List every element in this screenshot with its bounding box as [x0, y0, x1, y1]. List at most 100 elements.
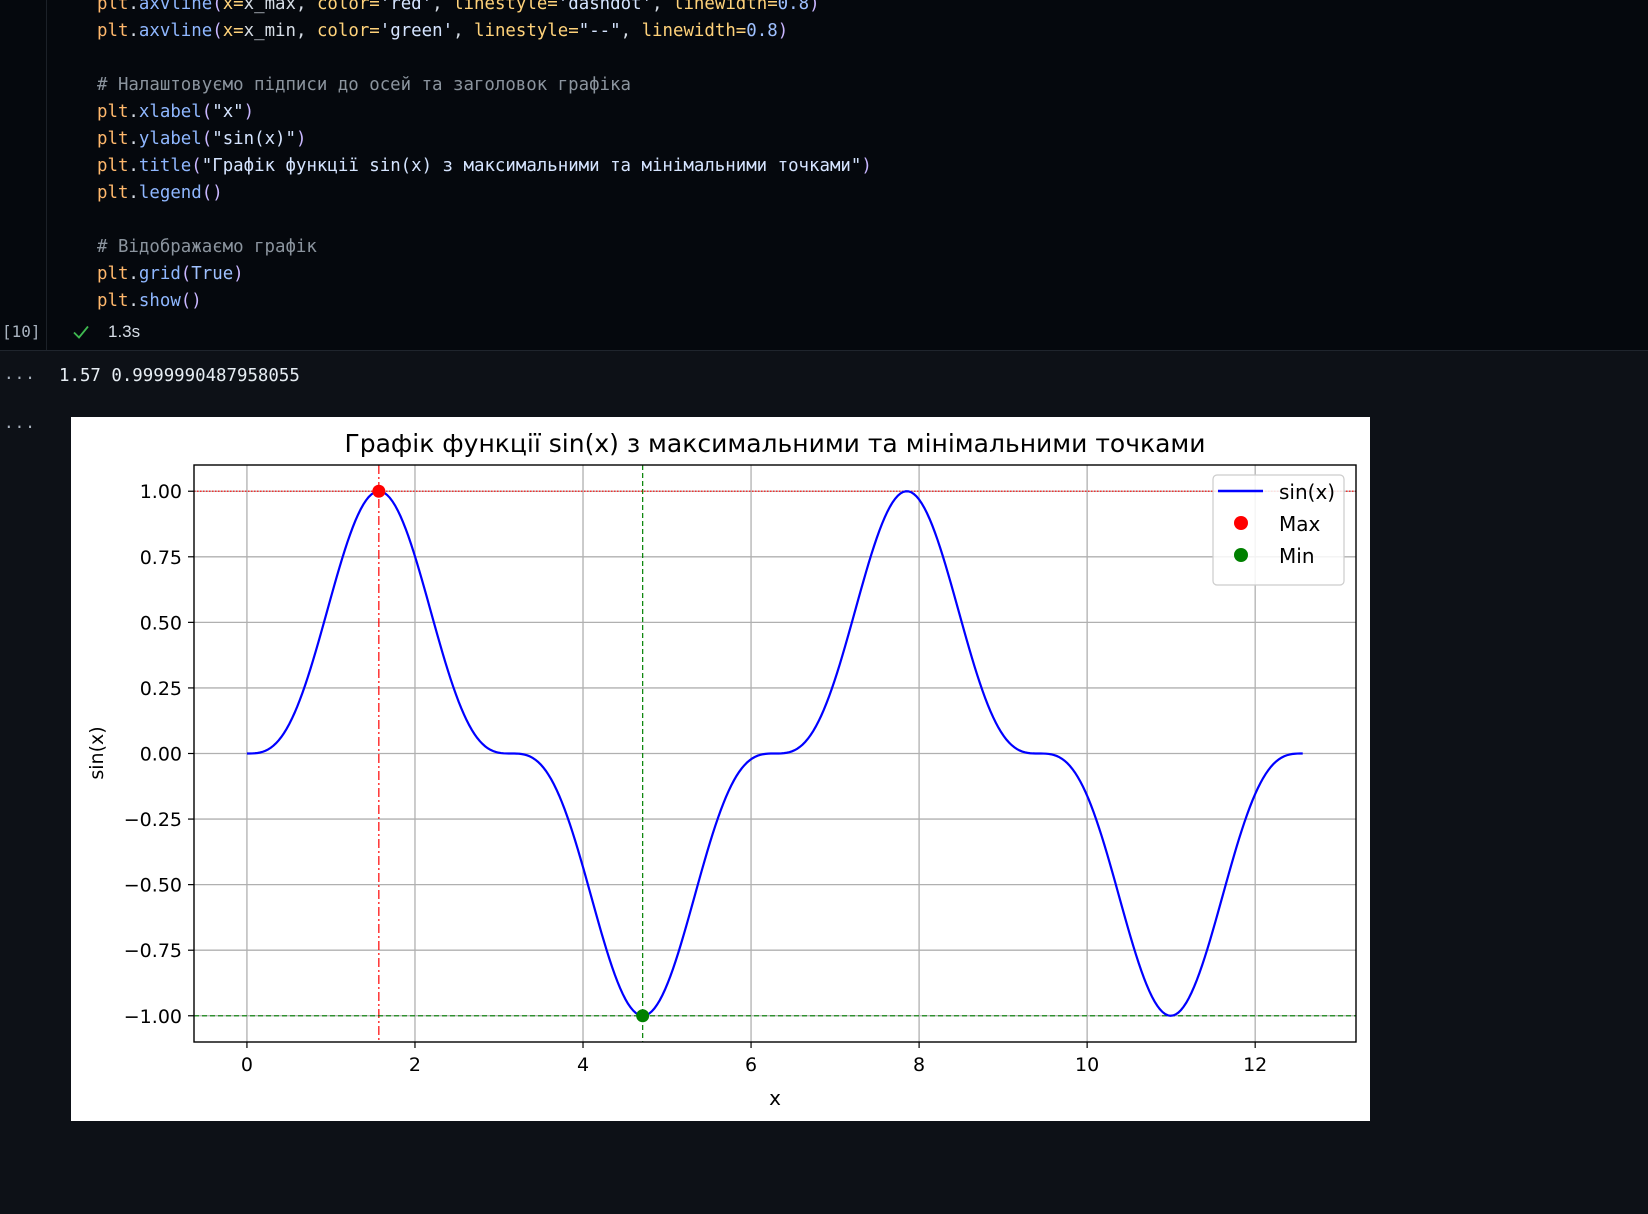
- code-token: "sin(x)": [212, 129, 296, 149]
- code-token: x=: [222, 21, 244, 41]
- code-token: ): [233, 264, 244, 284]
- x-tick-label: 8: [913, 1054, 925, 1076]
- check-icon: [73, 325, 89, 339]
- chart-title: Графік функції sin(x) з максимальними та…: [344, 429, 1205, 458]
- point-min: [636, 1009, 650, 1023]
- code-token: ,: [453, 21, 475, 41]
- code-token: "Графік функції sin(x) з максимальними т…: [201, 156, 862, 176]
- y-tick-label: 0.00: [140, 744, 182, 766]
- code-token: .: [128, 21, 139, 41]
- legend: sin(x) Max Min: [1212, 474, 1345, 586]
- code-token: (): [180, 291, 202, 311]
- code-token: .: [128, 183, 139, 203]
- code-token: ylabel: [138, 129, 202, 149]
- code-token: 0.8: [777, 0, 810, 14]
- code-token: "--": [578, 21, 621, 41]
- code-token: (: [180, 264, 192, 284]
- code-token: plt: [97, 183, 129, 203]
- cell-gutter: [46, 0, 47, 350]
- x-tick-label: 0: [241, 1054, 253, 1076]
- y-tick-label: −1.00: [124, 1006, 182, 1028]
- code-token: 'green': [379, 21, 454, 41]
- x-axis-label: x: [769, 1086, 781, 1110]
- code-token: title: [138, 156, 192, 176]
- code-token: color=: [316, 0, 380, 14]
- code-token: color=: [316, 21, 380, 41]
- code-token: linestyle=: [453, 0, 558, 14]
- code-line[interactable]: plt.axvline(x=x_min, color='green', line…: [97, 18, 788, 45]
- code-line[interactable]: plt.ylabel("sin(x)"): [97, 126, 306, 153]
- code-token: axvline: [138, 21, 213, 41]
- code-token: xlabel: [138, 102, 202, 122]
- execution-time: 1.3s: [108, 322, 141, 341]
- code-token: .: [128, 264, 139, 284]
- output-menu-button-2[interactable]: ...: [4, 413, 36, 432]
- code-token: True: [191, 264, 234, 284]
- code-line[interactable]: plt.axvline(x=x_max, color='red', linest…: [97, 0, 820, 18]
- x-tick-label: 2: [409, 1054, 421, 1076]
- plot-output: Графік функції sin(x) з максимальними та…: [71, 417, 1370, 1121]
- code-token: linewidth=: [672, 0, 778, 14]
- code-token: legend: [138, 183, 202, 203]
- code-token: plt: [97, 291, 129, 311]
- y-tick-label: 0.75: [140, 547, 182, 569]
- code-token: plt: [97, 156, 129, 176]
- code-token: .: [128, 291, 139, 311]
- y-tick-label: 0.25: [140, 678, 182, 700]
- code-token: 0.8: [746, 21, 778, 41]
- code-line[interactable]: plt.title("Графік функції sin(x) з макси…: [97, 153, 872, 180]
- point-max: [372, 484, 386, 498]
- code-token: ): [243, 102, 255, 122]
- code-token: x_min,: [243, 21, 317, 41]
- y-tick-label: 1.00: [140, 481, 182, 503]
- code-token: plt: [97, 21, 129, 41]
- code-line[interactable]: plt.grid(True): [97, 261, 244, 288]
- code-token: (: [212, 21, 223, 41]
- code-token: (: [201, 102, 213, 122]
- legend-label-max: Max: [1279, 512, 1321, 536]
- code-token: ): [777, 21, 789, 41]
- x-tick-label: 12: [1243, 1054, 1267, 1076]
- code-token: (: [212, 0, 223, 14]
- code-token: plt: [97, 129, 129, 149]
- y-tick-label: 0.50: [140, 612, 182, 634]
- y-axis-label: sin(x): [86, 726, 108, 779]
- execution-count: [10]: [2, 322, 41, 341]
- y-tick-label: −0.25: [124, 809, 182, 831]
- code-token: 'dashdot': [557, 0, 653, 14]
- code-token: ,: [620, 21, 642, 41]
- code-token: (): [201, 183, 223, 203]
- output-text: 1.57 0.9999990487958055: [59, 366, 300, 386]
- code-token: ): [295, 129, 307, 149]
- code-token: ,: [432, 0, 454, 14]
- legend-marker-min: [1234, 548, 1248, 562]
- code-line[interactable]: plt.xlabel("x"): [97, 99, 254, 126]
- output-menu-button[interactable]: ...: [4, 364, 36, 383]
- x-tick-label: 4: [577, 1054, 589, 1076]
- code-cell[interactable]: plt.axvline(x=x_max, color='red', linest…: [0, 0, 1648, 350]
- legend-label-sinx: sin(x): [1279, 480, 1335, 504]
- code-token: "x": [212, 102, 244, 122]
- x-tick-label: 10: [1075, 1054, 1099, 1076]
- code-line[interactable]: plt.show(): [97, 288, 202, 315]
- code-token: .: [128, 129, 139, 149]
- code-token: (: [201, 129, 213, 149]
- code-token: plt: [97, 264, 129, 284]
- code-token: .: [128, 156, 139, 176]
- code-token: # Налаштовуємо підписи до осей та заголо…: [97, 75, 631, 95]
- code-line[interactable]: # Налаштовуємо підписи до осей та заголо…: [97, 72, 631, 99]
- code-token: linestyle=: [474, 21, 579, 41]
- y-tick-label: −0.50: [124, 875, 182, 897]
- code-line[interactable]: # Відображаємо графік: [97, 234, 317, 261]
- code-token: x=: [222, 0, 244, 14]
- code-token: ,: [652, 0, 673, 14]
- code-line[interactable]: plt.legend(): [97, 180, 223, 207]
- code-token: ): [861, 156, 872, 176]
- code-token: x_max,: [243, 0, 317, 14]
- code-token: linewidth=: [641, 21, 747, 41]
- code-token: plt: [97, 102, 129, 122]
- series-line-sinx: [246, 490, 1303, 1017]
- code-token: axvline: [138, 0, 213, 14]
- legend-label-min: Min: [1279, 544, 1315, 568]
- code-token: .: [128, 0, 139, 14]
